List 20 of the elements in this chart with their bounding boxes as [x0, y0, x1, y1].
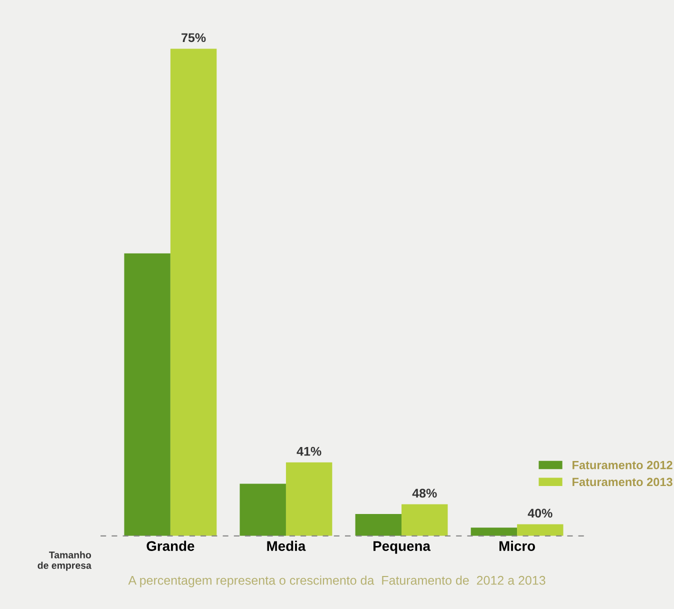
- bar: [355, 514, 402, 536]
- bar: [402, 504, 448, 536]
- bar: [170, 48, 217, 536]
- x-tick-label: Grande: [146, 540, 194, 551]
- annotation: 75%: [182, 33, 206, 42]
- bar: [470, 528, 518, 536]
- annotation: 48%: [412, 488, 437, 498]
- annotation: 40%: [528, 508, 552, 518]
- bar: [240, 484, 286, 536]
- bar: [124, 253, 170, 536]
- text: A percentagem representa o crescimento da Faturamento de 2012 a 2013: [128, 576, 546, 588]
- bar: [286, 462, 332, 536]
- bar: [517, 524, 564, 536]
- legend-label: Faturamento 2013: [572, 478, 672, 486]
- x-tick-label: Media: [267, 540, 306, 551]
- x-tick-label: Pequena: [374, 541, 431, 554]
- annotation: 41%: [296, 446, 322, 456]
- x-tick-label: Micro: [499, 540, 536, 551]
- legend-label: Faturamento 2012: [572, 460, 672, 470]
- x-axis-title: Tamanho de empresa: [38, 551, 92, 571]
